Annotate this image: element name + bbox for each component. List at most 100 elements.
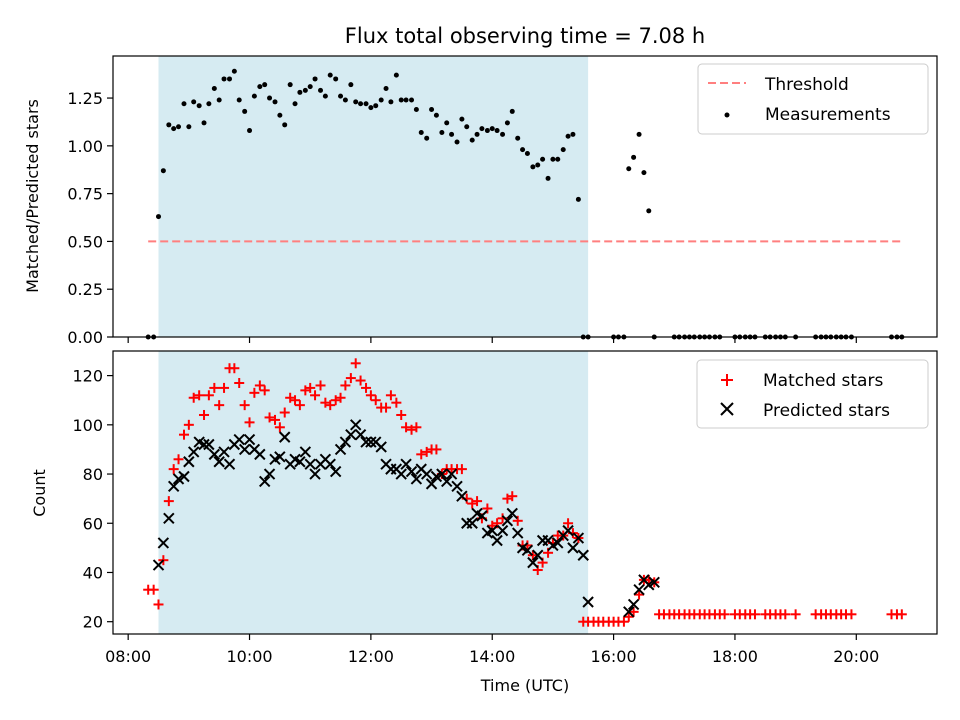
x-tick-label: 14:00 [469,647,515,666]
measurement-point [216,97,222,103]
matched-point [623,611,634,622]
predicted-point [506,507,518,520]
predicted-point [572,532,585,544]
measurement-point [464,124,470,130]
predicted-point [582,596,594,608]
predicted-point [243,433,256,446]
predicted-point [152,559,165,571]
measurement-point [454,139,460,145]
matched-point [411,422,422,433]
matched-point [335,392,346,403]
measurement-point [474,131,480,137]
matched-point [163,496,174,507]
predicted-point [627,598,640,611]
legend-bottom: Matched stars Predicted stars [696,359,929,429]
matched-point [153,599,164,610]
measurement-point [338,93,344,99]
measurement-point [494,128,500,134]
predicted-point [577,549,589,561]
matched-point [846,609,857,620]
matched-point [790,609,801,620]
measurement-point [409,97,415,103]
matched-point [219,382,230,393]
measurement-point [242,108,248,114]
predicted-point [254,448,266,461]
matched-point [391,397,402,408]
matched-point [279,407,290,418]
measurement-point [403,97,409,103]
legend-bottom-box [696,359,929,429]
measurement-point [560,147,566,153]
measurement-point [363,101,369,107]
measurement-point [368,105,374,111]
panel-top-span [158,56,589,337]
measurement-point [247,128,253,134]
measurement-point [257,84,263,90]
matched-point [173,454,184,465]
panel-bottom-span [158,351,589,634]
predicted-point [425,478,438,490]
x-axis-label: Time (UTC) [480,676,569,695]
matched-point [381,402,392,413]
legend-measurements-label: Measurements [765,105,891,125]
matched-point [507,491,518,502]
predicted-point [198,438,210,451]
predicted-point [329,465,342,478]
measurement-point [302,87,308,93]
measurement-point [636,131,642,137]
matched-point [290,395,301,406]
matched-point [194,390,205,401]
y-tick-label: 60 [83,514,103,533]
x-tick-label: 12:00 [348,647,394,666]
measurement-point [398,97,404,103]
predicted-point [365,436,377,448]
x-tick-label: 10:00 [226,647,272,666]
measurement-point [322,93,328,99]
predicted-point [436,468,448,480]
matched-point [416,449,427,460]
measurement-point [186,124,192,130]
matched-point [456,464,467,475]
matched-point [264,412,275,423]
matched-point [340,380,351,391]
measurement-point [333,76,339,82]
measurement-point [191,99,197,105]
predicted-point [218,446,230,458]
predicted-point [345,428,357,441]
legend-predicted-label: Predicted stars [763,401,890,421]
matched-point [209,382,220,393]
predicted-point [486,524,498,537]
predicted-point [623,606,635,618]
y-tick-label: 0.25 [67,280,103,299]
y-tick-label: 0.00 [67,328,103,347]
panel-bottom: 20 40 60 80 100 120 Count Matched stars Predi… [30,350,938,635]
matched-point [780,609,791,620]
predicted-point [567,542,579,554]
x-tick-label: 20:00 [833,647,879,666]
measurement-point [626,166,632,172]
predicted-point [294,456,306,468]
y-tick-label: 80 [83,465,103,484]
legend-matched-swatch [721,374,733,386]
measurement-point [535,162,541,168]
measurement-point [342,97,348,103]
measurement-point [489,126,495,132]
matched-point [431,444,442,455]
measurement-point [545,175,551,181]
matched-point [401,422,412,433]
matched-point [244,417,255,428]
measurement-point [439,129,445,135]
predicted-point [279,431,291,443]
y-tick-label: 20 [83,613,103,632]
legend-threshold-label: Threshold [764,75,849,95]
y-tick-label: 100 [72,416,103,435]
matched-points [143,358,907,627]
measurement-point [479,126,485,132]
measurement-point [520,147,526,153]
measurement-point [555,156,561,162]
measurement-point [171,126,177,132]
predicted-point [501,515,514,527]
measurement-point [201,120,207,126]
matched-point [350,358,361,369]
measurement-point [287,82,293,88]
